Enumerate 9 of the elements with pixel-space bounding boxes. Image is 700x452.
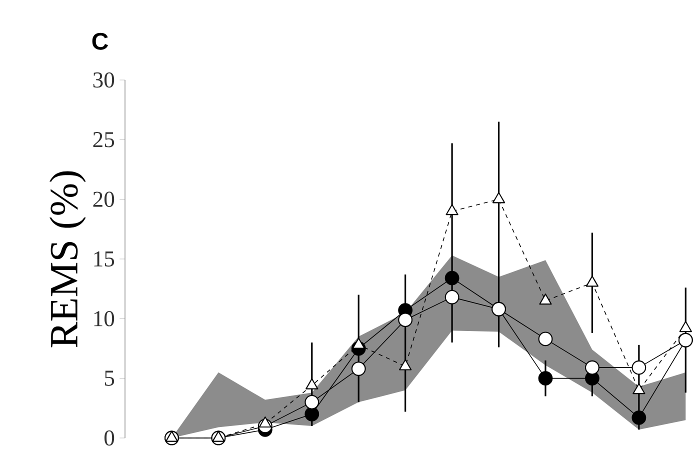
y-tick-label: 10 — [94, 311, 114, 326]
y-tick-label: 20 — [93, 192, 114, 207]
y-tick-label: 30 — [93, 72, 114, 88]
chart-title: C — [92, 32, 108, 50]
y-tick-label: 5 — [104, 370, 114, 386]
y-tick-label: 0 — [104, 430, 114, 446]
y-tick-label: 25 — [93, 132, 114, 148]
y-tick-label: 15 — [94, 251, 114, 267]
y-axis-title: REMS (%) — [50, 171, 86, 348]
